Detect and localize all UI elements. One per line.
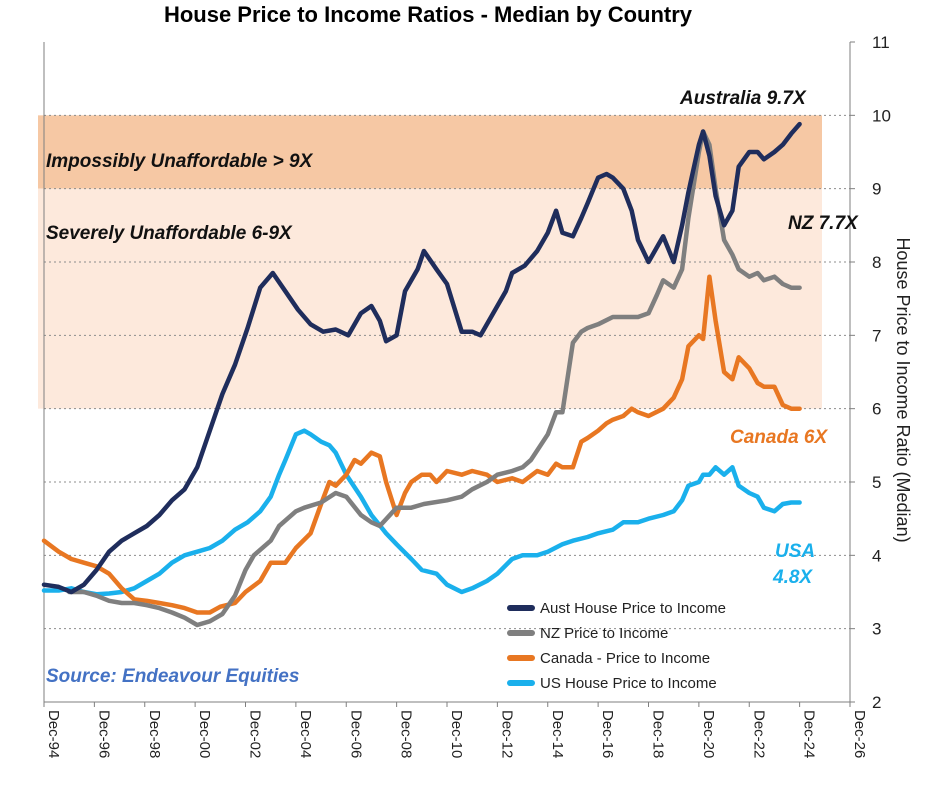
legend-label-0: Aust House Price to Income — [540, 600, 726, 617]
annotation-usa: USA — [775, 541, 815, 562]
chart-title: House Price to Income Ratios - Median by… — [164, 2, 693, 27]
annotation-canada: Canada 6X — [730, 427, 828, 448]
y-tick-label-3: 3 — [872, 620, 881, 639]
x-tick-label-12: Dec-18 — [650, 710, 667, 758]
y-tick-label-5: 5 — [872, 473, 881, 492]
x-tick-label-3: Dec-00 — [196, 710, 213, 758]
x-tick-label-8: Dec-10 — [448, 710, 465, 758]
annotation-australia: Australia 9.7X — [679, 88, 807, 109]
x-tick-label-13: Dec-20 — [700, 710, 717, 758]
x-tick-label-14: Dec-22 — [750, 710, 767, 758]
x-tick-label-7: Dec-08 — [398, 710, 415, 758]
axes: 2 3 4 5 6 7 8 9 10 11 Dec-94 Dec-96 Dec-98 Dec-00 Dec-… — [43, 33, 891, 758]
y-tick-label-10: 10 — [872, 106, 891, 125]
x-tick-label-16: Dec-26 — [851, 710, 868, 758]
series-line-3 — [41, 428, 802, 597]
series-line-1 — [66, 129, 802, 628]
x-tick-label-6: Dec-06 — [347, 710, 364, 758]
annotation-nz: NZ 7.7X — [788, 213, 859, 234]
y-tick-label-6: 6 — [872, 400, 881, 419]
band-label-severely: Severely Unaffordable 6-9X — [46, 223, 293, 244]
x-tick-label-11: Dec-16 — [599, 710, 616, 758]
series-line-0 — [41, 121, 802, 595]
x-tick-label-4: Dec-02 — [247, 710, 264, 758]
band-label-impossibly: Impossibly Unaffordable > 9X — [46, 151, 314, 172]
y-tick-label-7: 7 — [872, 326, 881, 345]
y-axis-label: House Price to Income Ratio (Median) — [893, 237, 913, 542]
band-1 — [38, 188, 822, 409]
source-note: Source: Endeavour Equities — [46, 666, 299, 687]
y-tick-label-8: 8 — [872, 253, 881, 272]
y-tick-label-4: 4 — [872, 546, 881, 565]
legend-label-2: Canada - Price to Income — [540, 650, 710, 667]
series-line-2 — [41, 274, 802, 615]
affordability-bands — [38, 115, 822, 409]
x-tick-label-15: Dec-24 — [801, 710, 818, 758]
x-tick-label-5: Dec-04 — [297, 710, 314, 758]
x-tick-label-2: Dec-98 — [146, 710, 163, 758]
legend: Aust House Price to Income NZ Price to In… — [507, 600, 726, 692]
y-tick-label-11: 11 — [872, 33, 890, 52]
x-tick-label-9: Dec-12 — [498, 710, 515, 758]
annotation-usa-value: 4.8X — [772, 567, 813, 588]
y-tick-label-9: 9 — [872, 180, 881, 199]
series-lines — [41, 121, 802, 628]
x-tick-label-0: Dec-94 — [45, 710, 62, 758]
x-tick-label-10: Dec-14 — [549, 710, 566, 758]
y-tick-label-2: 2 — [872, 693, 881, 712]
legend-label-3: US House Price to Income — [540, 675, 717, 692]
legend-label-1: NZ Price to Income — [540, 625, 668, 642]
x-tick-label-1: Dec-96 — [95, 710, 112, 758]
